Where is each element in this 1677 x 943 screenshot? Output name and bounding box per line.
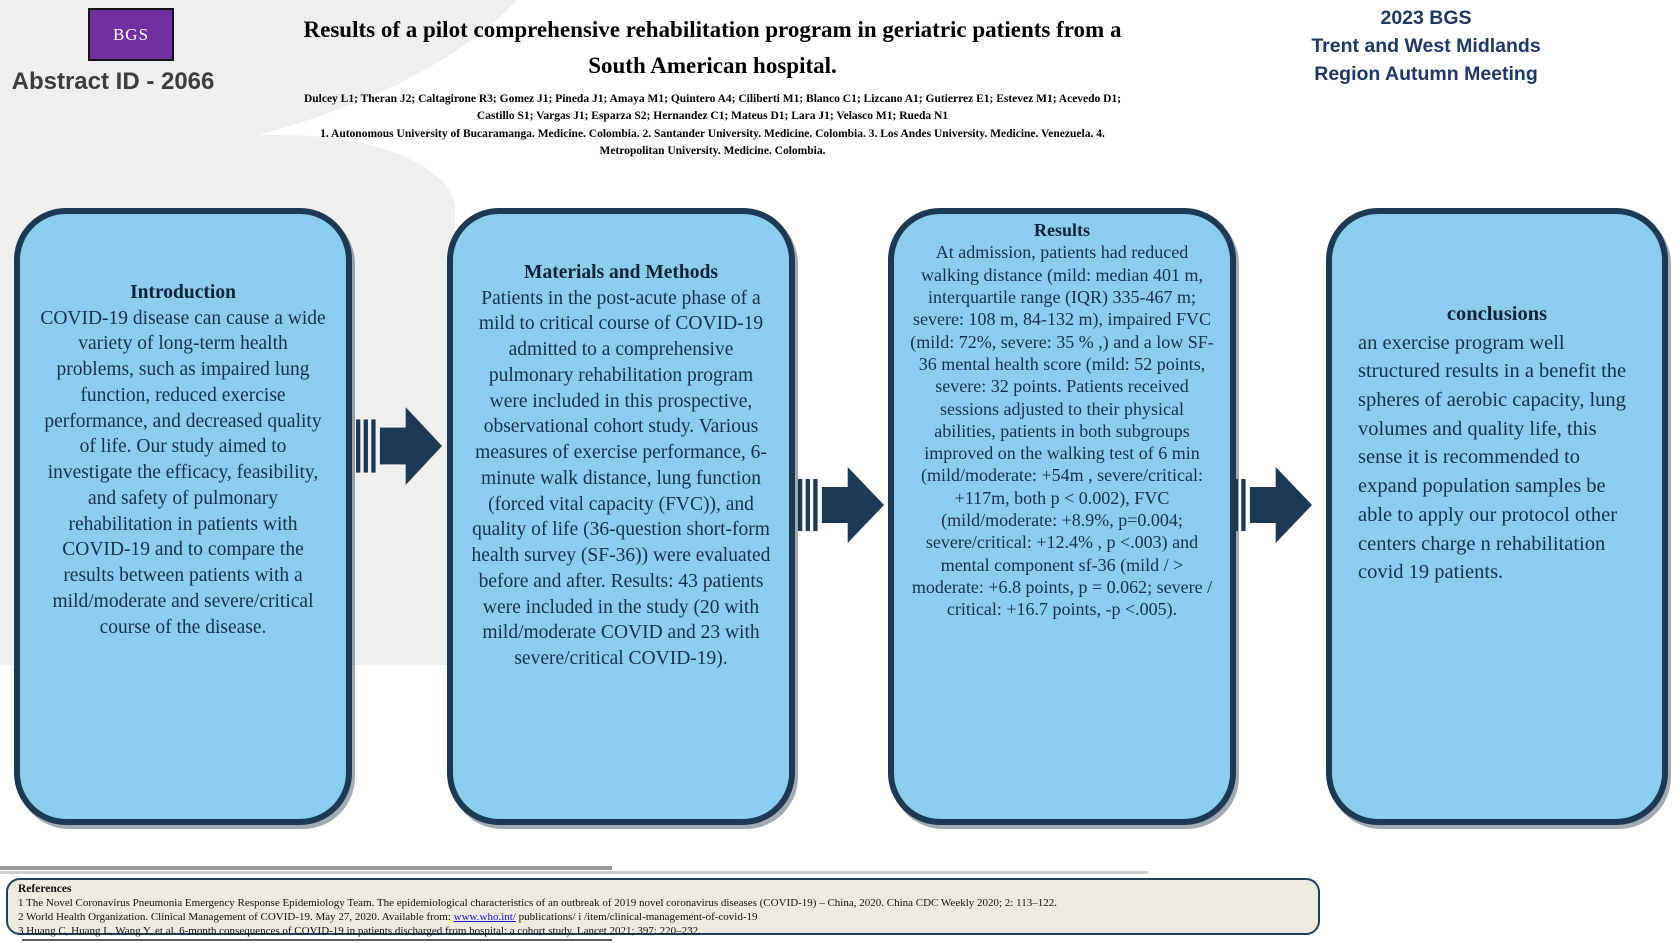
- flow-arrow-icon: [798, 460, 884, 550]
- abstract-id: Abstract ID - 2066: [11, 68, 215, 95]
- results-box: Results At admission, patients had reduc…: [888, 208, 1236, 825]
- references-box: References 1 The Novel Coronavirus Pneum…: [6, 878, 1320, 937]
- poster-title-line2: South American hospital.: [588, 52, 837, 78]
- authors-line1: Dulcey L1; Theran J2; Caltagirone R3; Go…: [303, 93, 1122, 105]
- reference-item: 2 World Health Organization. Clinical Ma…: [18, 911, 1308, 925]
- conclusions-body: an exercise program well structured resu…: [1358, 331, 1627, 584]
- meeting-line2: Trent and West Midlands: [1311, 34, 1541, 57]
- meeting-line1: 2023 BGS: [1380, 7, 1472, 29]
- poster-title: Results of a pilot comprehensive rehabil…: [240, 12, 1185, 83]
- authors-line2: Castillo S1; Vargas J1; Esparza S2; Hern…: [476, 110, 949, 123]
- who-link[interactable]: www.who.int/: [453, 910, 516, 923]
- authors-block: Dulcey L1; Theran J2; Caltagirone R3; Go…: [240, 91, 1185, 160]
- reference-item: 1 The Novel Coronavirus Pneumonia Emerge…: [18, 896, 1057, 909]
- flow-arrow-icon: [1226, 460, 1312, 550]
- introduction-body: COVID-19 disease can cause a wide variet…: [40, 307, 326, 638]
- affiliations-line1: 1. Autonomous University of Bucaramanga.…: [320, 127, 1105, 140]
- reference-item: 3 Huang C, Huang L, Wang Y, et al. 6-mon…: [18, 924, 701, 937]
- meeting-line3: Region Autumn Meeting: [1314, 62, 1538, 85]
- flow-arrow-icon: [356, 400, 442, 492]
- introduction-box: Introduction COVID-19 disease can cause …: [14, 208, 352, 825]
- introduction-heading: Introduction: [130, 282, 236, 303]
- bgs-logo-label: BGS: [112, 24, 150, 44]
- poster-title-line1: Results of a pilot comprehensive rehabil…: [303, 17, 1122, 42]
- methods-body: Patients in the post-acute phase of a mi…: [471, 287, 771, 670]
- methods-box: Materials and Methods Patients in the po…: [447, 208, 795, 825]
- bgs-logo: BGS: [88, 8, 174, 61]
- methods-heading: Materials and Methods: [524, 262, 718, 283]
- results-body: At admission, patients had reduced walki…: [910, 242, 1214, 620]
- reference-text: 2 World Health Organization. Clinical Ma…: [18, 910, 454, 923]
- reference-text: publications/ i /item/clinical-managemen…: [515, 910, 758, 923]
- separator-line-dark: [0, 866, 612, 870]
- conclusions-box: conclusions an exercise program well str…: [1326, 208, 1668, 825]
- conclusions-heading: conclusions: [1446, 303, 1548, 325]
- affiliations-line2: Metropolitan University. Medicine. Colom…: [599, 144, 826, 157]
- references-heading: References: [18, 883, 72, 895]
- separator-line-light: [0, 871, 1148, 874]
- results-heading: Results: [1033, 220, 1090, 240]
- bottom-edge-line: [22, 939, 612, 941]
- meeting-banner: 2023 BGS Trent and West Midlands Region …: [1190, 5, 1662, 89]
